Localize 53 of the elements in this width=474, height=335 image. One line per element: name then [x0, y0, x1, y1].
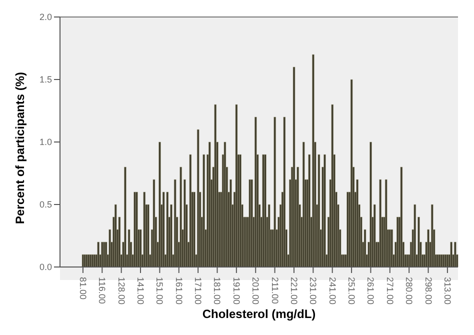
bar: [166, 192, 169, 267]
x-tick-label: 221.00: [288, 277, 299, 305]
bar: [158, 142, 161, 267]
bar: [224, 142, 226, 267]
bar: [312, 54, 314, 267]
bar: [454, 242, 456, 267]
x-tick-label: 81.00: [78, 277, 88, 300]
bar: [292, 66, 296, 267]
y-tick-label: 1.0: [39, 137, 52, 148]
y-tick-label: 0.0: [39, 262, 52, 272]
bar: [400, 166, 403, 267]
x-tick-label: 151.00: [154, 277, 165, 305]
bar: [350, 79, 353, 267]
y-axis-title: Percent of participants (%): [13, 72, 27, 224]
bar: [189, 154, 192, 267]
bar: [143, 192, 146, 267]
x-tick-label: 211.00: [270, 277, 280, 304]
x-tick-label: 313.00: [442, 277, 452, 305]
x-tick-label: 251.00: [346, 277, 357, 305]
bar: [97, 242, 100, 267]
bar: [152, 179, 156, 267]
x-tick-label: 261.00: [366, 277, 376, 305]
x-tick-label: 298.00: [423, 277, 434, 305]
y-tick-label: 0.5: [39, 200, 52, 210]
bar: [450, 242, 452, 267]
bar: [214, 104, 217, 267]
x-tick-label: 241.00: [327, 277, 338, 305]
bar: [180, 166, 182, 267]
bar: [414, 204, 416, 267]
bar: [331, 104, 334, 267]
y-tick-label: 1.5: [39, 74, 52, 85]
bar: [124, 166, 126, 267]
x-tick-label: 128.00: [116, 277, 126, 305]
bar: [274, 116, 276, 267]
bar: [370, 142, 372, 267]
x-tick-label: 116.00: [97, 277, 108, 304]
y-tick-label: 2.0: [39, 12, 52, 22]
x-tick-label: 171.00: [193, 277, 204, 305]
bar: [235, 104, 238, 267]
x-tick-label: 231.00: [308, 277, 318, 305]
x-tick-label: 141.00: [136, 277, 146, 305]
bar: [384, 179, 388, 267]
x-tick-label: 201.00: [250, 277, 261, 305]
bar: [324, 154, 326, 267]
x-tick-label: 271.00: [384, 277, 395, 305]
bar: [202, 154, 206, 267]
bar: [379, 179, 382, 267]
x-tick-label: 181.00: [212, 277, 222, 305]
x-axis-title: Cholesterol (mg/dL): [201, 307, 317, 321]
bar: [283, 116, 286, 267]
x-tick-label: 191.00: [231, 277, 242, 305]
x-tick-label: 161.00: [174, 277, 184, 305]
x-tick-label: 280.00: [404, 277, 414, 305]
